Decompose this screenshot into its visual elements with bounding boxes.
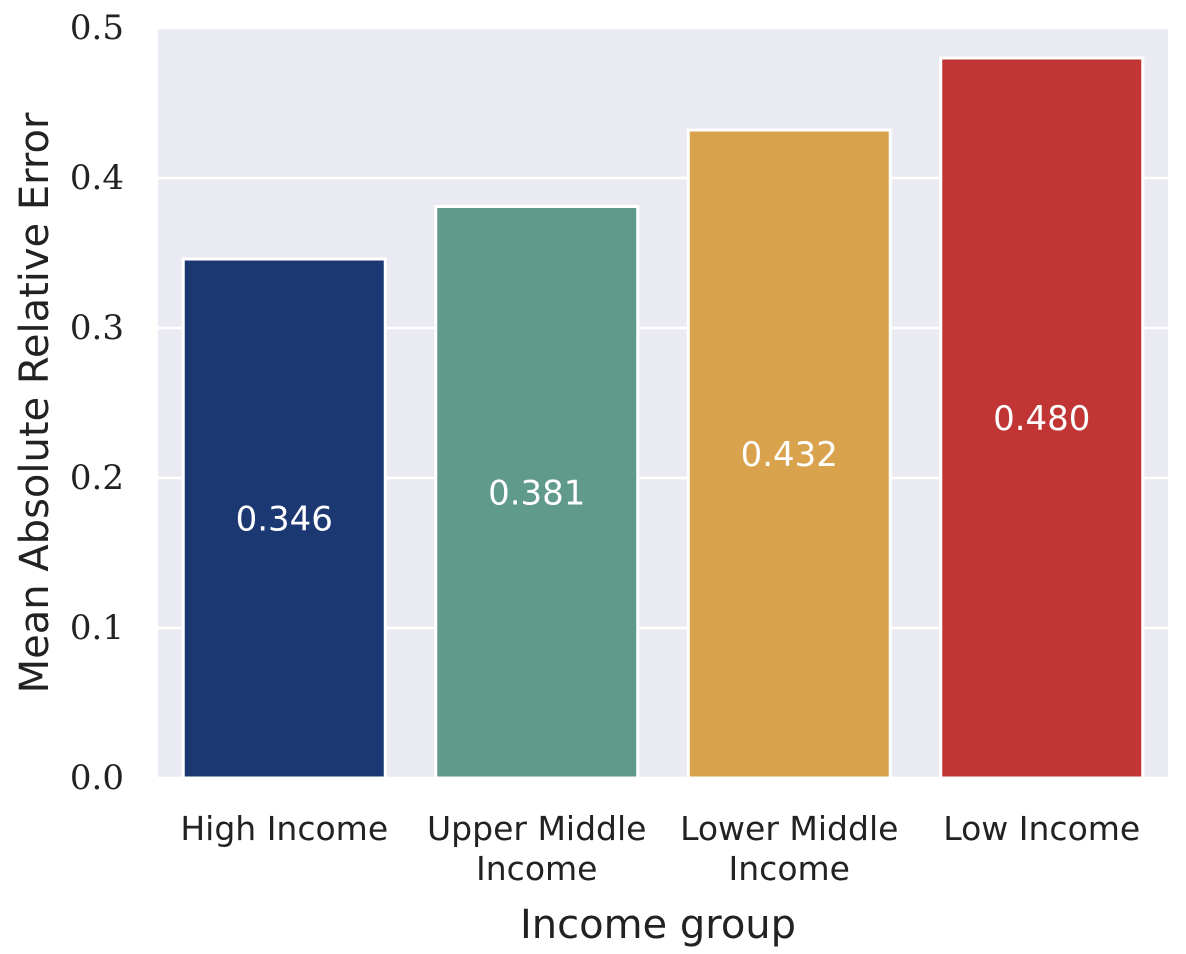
bar-0 <box>181 257 387 780</box>
y-axis-title: Mean Absolute Relative Error <box>12 112 58 693</box>
x-tick-label-0: High Income <box>180 809 388 848</box>
bar-3 <box>939 56 1145 780</box>
y-tick-label-4: 0.4 <box>70 158 124 198</box>
y-tick-label-3: 0.3 <box>70 308 124 348</box>
y-tick-label-0: 0.0 <box>70 758 124 798</box>
bar-1 <box>434 205 640 780</box>
bar-2 <box>686 128 892 780</box>
bar-value-label-2: 0.432 <box>741 435 838 475</box>
x-tick-label-1-line-1: Income <box>476 849 597 888</box>
x-axis-title: Income group <box>520 902 796 948</box>
bar-value-labels: 0.346 0.381 0.432 0.480 <box>236 399 1091 540</box>
y-tick-label-1: 0.1 <box>70 608 124 648</box>
y-tick-label-2: 0.2 <box>70 458 124 498</box>
x-tick-label-1-line-0: Upper Middle <box>427 809 646 848</box>
bar-value-label-1: 0.381 <box>488 473 585 513</box>
x-tick-label-2-line-0: Lower Middle <box>680 809 898 848</box>
bar-value-label-3: 0.480 <box>993 399 1090 439</box>
bars <box>181 56 1145 780</box>
y-axis-ticks: 0.0 0.1 0.2 0.3 0.4 0.5 <box>70 8 124 798</box>
x-tick-label-2-line-1: Income <box>729 849 850 888</box>
x-tick-label-3: Low Income <box>943 809 1140 848</box>
y-tick-label-5: 0.5 <box>70 8 124 48</box>
bar-value-label-0: 0.346 <box>236 500 333 540</box>
